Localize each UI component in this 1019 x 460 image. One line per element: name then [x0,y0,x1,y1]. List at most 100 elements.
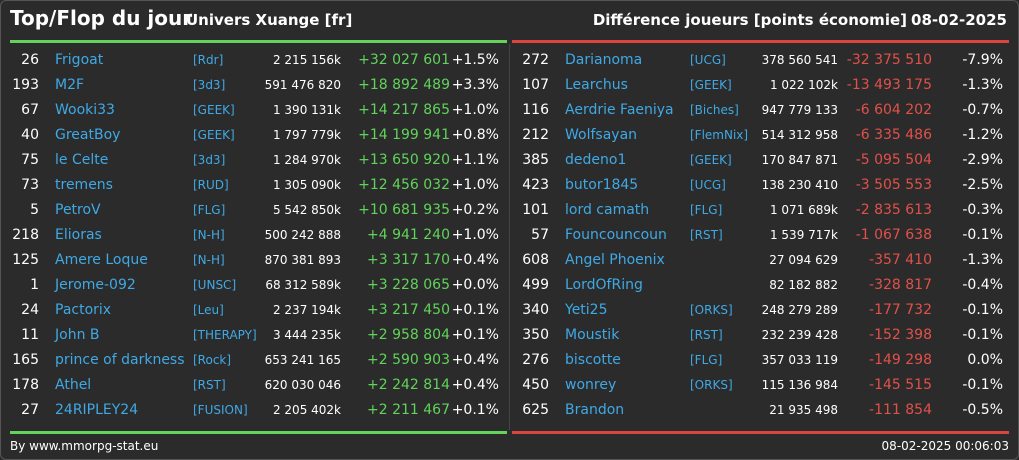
guild-tag-link[interactable]: [Leu] [193,303,224,317]
player-rank: 340 [522,302,549,318]
player-name-link[interactable]: M2F [55,77,85,93]
guild-tag-link[interactable]: [FLG] [690,203,723,217]
guild-tag-link[interactable]: [3d3] [193,153,226,167]
player-name-link[interactable]: Jerome-092 [55,277,136,293]
guild-tag-link[interactable]: [ORKS] [690,303,733,317]
player-name-link[interactable]: Elioras [55,227,102,243]
points-delta: -357 410 [869,252,932,268]
guild-tag-link[interactable]: [UCG] [690,178,726,192]
points-delta: +2 211 467 [367,402,450,418]
player-name-link[interactable]: PetroV [55,202,101,218]
player-points: 378 560 541 [761,53,838,67]
top-row: 1 Jerome-092 [UNSC] 68 312 589k +3 228 065 +0… [0,273,510,298]
player-name-link[interactable]: Founcouncoun [565,227,667,243]
guild-tag-link[interactable]: [THERAPY] [193,328,257,342]
player-rank: 27 [21,402,39,418]
guild-tag-link[interactable]: [N-H] [193,228,225,242]
top-row: 218 Elioras [N-H] 500 242 888 +4 941 240 +1.0… [0,223,510,248]
guild-tag-link[interactable]: [GEEK] [690,78,732,92]
guild-tag-link[interactable]: [FlemNix] [690,128,749,142]
player-rank: 26 [21,52,39,68]
player-name-link[interactable]: Moustik [565,327,620,343]
percent-change: +0.4% [451,252,499,268]
player-name-link[interactable]: Wooki33 [55,102,115,118]
player-rank: 193 [12,77,39,93]
player-points: 1 284 970k [272,153,341,167]
player-name-link[interactable]: Angel Phoenix [565,252,665,268]
player-name-link[interactable]: biscotte [565,352,621,368]
player-name-link[interactable]: Learchus [565,77,628,93]
points-delta: -13 493 175 [846,77,932,93]
player-name-link[interactable]: GreatBoy [55,127,121,143]
guild-tag-link[interactable]: [ORKS] [690,378,733,392]
guild-tag-link[interactable]: [UCG] [690,53,726,67]
player-name-link[interactable]: Yeti25 [565,302,608,318]
player-name-link[interactable]: lord camath [565,202,650,218]
points-delta: -152 398 [869,327,932,343]
guild-tag-link[interactable]: [RST] [690,328,723,342]
guild-tag-link[interactable]: [FUSION] [193,403,248,417]
points-delta: +2 242 814 [367,377,450,393]
player-name-link[interactable]: tremens [55,177,113,193]
guild-tag-link[interactable]: [Biches] [690,103,739,117]
player-name-link[interactable]: Brandon [565,402,625,418]
player-name-link[interactable]: le Celte [55,152,109,168]
player-name-link[interactable]: John B [55,327,100,343]
player-name-link[interactable]: butor1845 [565,177,639,193]
guild-tag-link[interactable]: [3d3] [193,78,226,92]
guild-tag-link[interactable]: [UNSC] [193,278,237,292]
player-points: 591 476 820 [264,78,341,92]
points-delta: +18 892 489 [358,77,450,93]
points-delta: +32 027 601 [358,52,450,68]
points-delta: +3 317 170 [367,252,450,268]
percent-change: +1.5% [451,52,499,68]
guild-tag-link[interactable]: [Rock] [193,353,232,367]
flop-row: 608 Angel Phoenix 27 094 629 -357 410 -1.3% [510,248,1019,273]
guild-tag-link[interactable]: [FLG] [193,203,226,217]
guild-tag-link[interactable]: [GEEK] [193,103,235,117]
guild-tag-link[interactable]: [GEEK] [690,153,732,167]
guild-tag-link[interactable]: [RUD] [193,178,229,192]
player-name-link[interactable]: prince of darkness [55,352,185,368]
header-date: 08-02-2025 [911,11,1007,29]
player-name-link[interactable]: LordOfRing [565,277,643,293]
player-name-link[interactable]: 24RIPLEY24 [55,402,139,418]
player-name-link[interactable]: Amere Loque [55,252,148,268]
player-rank: 67 [21,102,39,118]
player-name-link[interactable]: Aerdrie Faeniya [565,102,674,118]
guild-tag-link[interactable]: [RST] [193,378,226,392]
top-row: 193 M2F [3d3] 591 476 820 +18 892 489 +3.3% [0,73,510,98]
guild-tag-link[interactable]: [FLG] [690,353,723,367]
points-delta: -32 375 510 [846,52,932,68]
points-delta: +2 958 804 [367,327,450,343]
player-name-link[interactable]: Athel [55,377,92,393]
player-points: 138 230 410 [761,178,838,192]
player-rank: 450 [522,377,549,393]
guild-tag-link[interactable]: [RST] [690,228,723,242]
player-rank: 272 [522,52,549,68]
flop-accent-bar-bottom [512,431,1009,434]
guild-tag-link[interactable]: [Rdr] [193,53,224,67]
flop-row: 272 Darianoma [UCG] 378 560 541 -32 375 510 -… [510,48,1019,73]
flop-row: 423 butor1845 [UCG] 138 230 410 -3 505 553 -2… [510,173,1019,198]
player-name-link[interactable]: Wolfsayan [565,127,638,143]
points-delta: -149 298 [869,352,932,368]
player-rank: 24 [21,302,39,318]
player-name-link[interactable]: dedeno1 [565,152,627,168]
percent-change: +1.0% [451,102,499,118]
player-name-link[interactable]: Pactorix [55,302,112,318]
player-name-link[interactable]: Frigoat [55,52,104,68]
guild-tag-link[interactable]: [GEEK] [193,128,235,142]
player-name-link[interactable]: Darianoma [565,52,643,68]
points-delta: -177 732 [869,302,932,318]
player-points: 500 242 888 [264,228,341,242]
points-delta: +3 228 065 [367,277,450,293]
panel-divider [509,44,510,430]
percent-change: -0.7% [962,102,1003,118]
top-accent-bar-bottom [10,431,507,434]
flop-row: 385 dedeno1 [GEEK] 170 847 871 -5 095 504 -2.… [510,148,1019,173]
player-points: 21 935 498 [769,403,838,417]
source-credit[interactable]: By www.mmorpg-stat.eu [10,439,159,453]
player-name-link[interactable]: wonrey [565,377,617,393]
guild-tag-link[interactable]: [N-H] [193,253,225,267]
